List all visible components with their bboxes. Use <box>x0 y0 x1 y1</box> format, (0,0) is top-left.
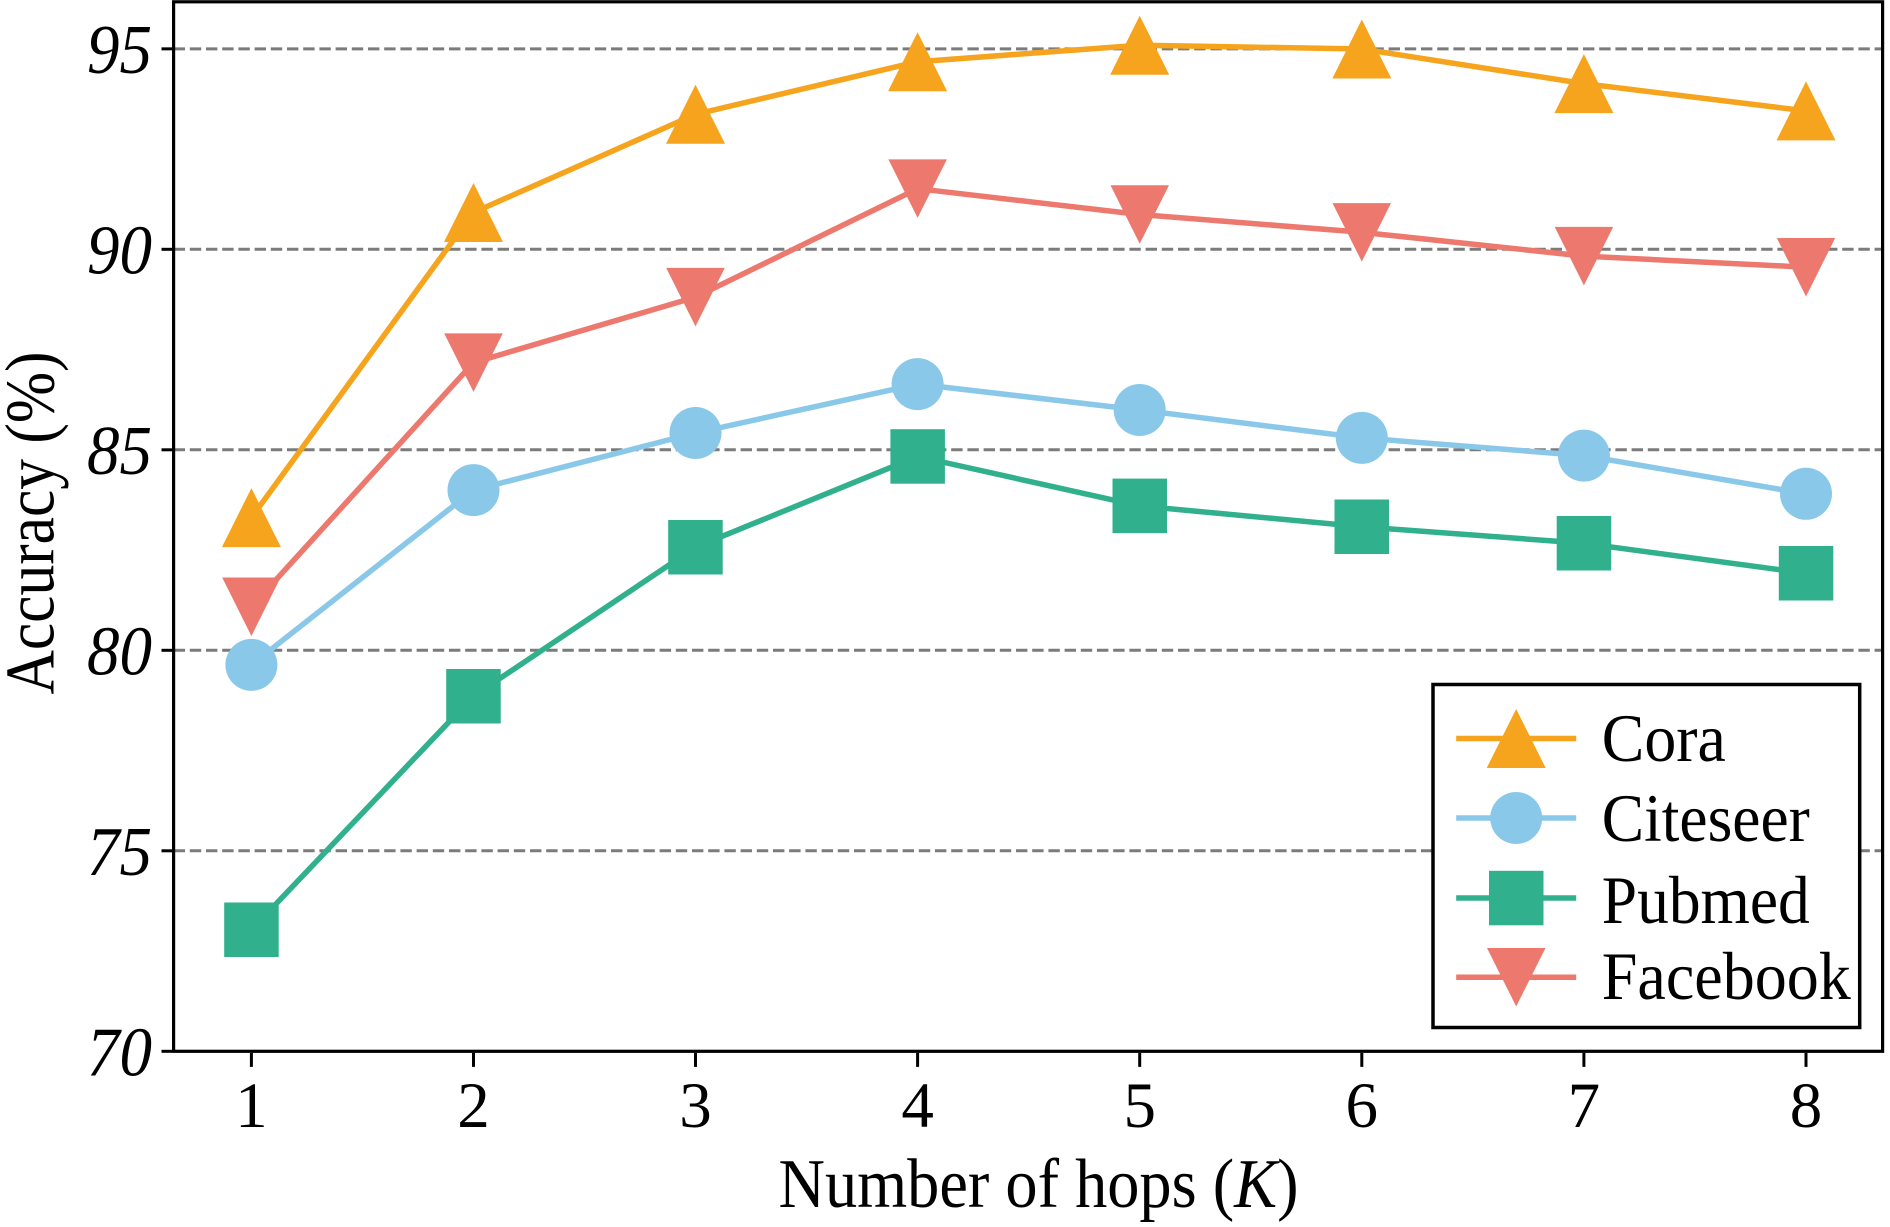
svg-text:90: 90 <box>87 212 152 289</box>
svg-text:7: 7 <box>1568 1070 1601 1142</box>
svg-text:4: 4 <box>901 1070 934 1142</box>
svg-text:70: 70 <box>87 1014 152 1091</box>
svg-text:1: 1 <box>235 1070 268 1142</box>
svg-text:Accuracy (%): Accuracy (%) <box>0 352 70 695</box>
svg-text:6: 6 <box>1346 1070 1379 1142</box>
svg-text:85: 85 <box>87 413 152 490</box>
svg-text:Cora: Cora <box>1602 700 1726 776</box>
svg-text:Pubmed: Pubmed <box>1602 862 1810 938</box>
svg-text:Citeseer: Citeseer <box>1602 780 1810 856</box>
svg-text:Facebook: Facebook <box>1602 938 1851 1014</box>
svg-text:8: 8 <box>1790 1070 1823 1142</box>
svg-text:95: 95 <box>87 12 152 89</box>
svg-text:Number of hops (K): Number of hops (K) <box>779 1146 1299 1222</box>
svg-text:2: 2 <box>457 1070 490 1142</box>
svg-text:80: 80 <box>87 613 152 690</box>
svg-text:3: 3 <box>679 1070 712 1142</box>
svg-text:75: 75 <box>87 814 152 891</box>
svg-text:5: 5 <box>1123 1070 1156 1142</box>
